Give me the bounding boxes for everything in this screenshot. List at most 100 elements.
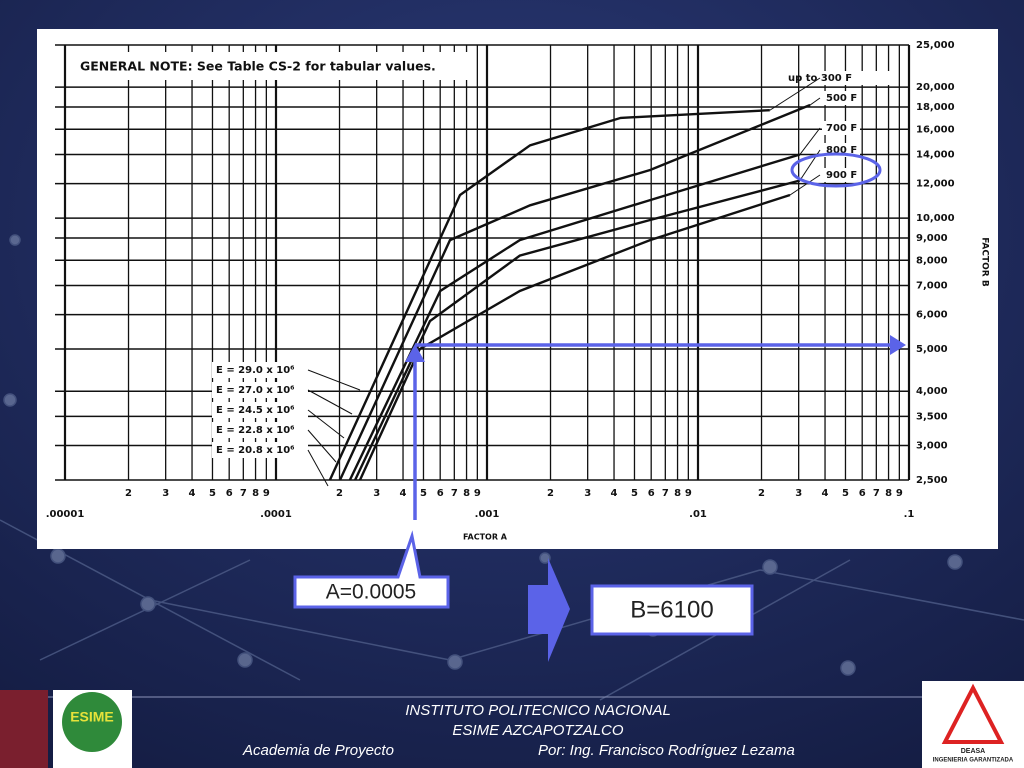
block-arrow bbox=[528, 558, 570, 662]
note-box bbox=[76, 52, 470, 80]
x-tick-label: 3 bbox=[162, 488, 169, 499]
leader bbox=[799, 127, 821, 155]
callout-box bbox=[293, 530, 450, 609]
note: GENERAL NOTE: See Table CS-2 for tabular… bbox=[80, 59, 436, 74]
curve bbox=[358, 193, 791, 481]
x-tick-label: 5 bbox=[209, 488, 216, 499]
y-tick-label: 2,500 bbox=[916, 475, 948, 486]
deasa-logo bbox=[922, 681, 1024, 768]
x-tick-label: 3 bbox=[795, 488, 802, 499]
legend-label: 500 F bbox=[826, 93, 857, 104]
annotation-bg bbox=[212, 362, 308, 378]
footer-left: Academia de Proyecto bbox=[242, 742, 394, 759]
x-tick-label: 2 bbox=[125, 488, 132, 499]
annotation-leader bbox=[307, 409, 345, 439]
x-tick-label: 9 bbox=[685, 488, 692, 499]
x-tick-label: 7 bbox=[451, 488, 458, 499]
leader bbox=[809, 97, 821, 106]
deasa-mark bbox=[941, 683, 1005, 744]
curve bbox=[328, 109, 770, 481]
x-tick-label: 9 bbox=[474, 488, 481, 499]
y-tick-label: 9,000 bbox=[916, 233, 948, 244]
legend-label: up to 300 F bbox=[788, 73, 852, 84]
y-tick-label: 4,000 bbox=[916, 386, 948, 397]
footer-line2: ESIME AZCAPOTZALCO bbox=[452, 722, 623, 739]
y-tick-label: 5,000 bbox=[916, 344, 948, 355]
x-tick-label: 3 bbox=[584, 488, 591, 499]
legend-label: 700 F bbox=[826, 123, 857, 134]
annotation-bg bbox=[212, 442, 308, 458]
annotation-leader bbox=[307, 429, 337, 463]
leader bbox=[769, 77, 821, 111]
x-tick-label: 8 bbox=[674, 488, 681, 499]
annotation-leader bbox=[307, 369, 361, 391]
x-tick-label: .1 bbox=[904, 509, 915, 520]
annotation-bg bbox=[212, 382, 308, 398]
x-tick-label: 5 bbox=[842, 488, 849, 499]
y-tick-label: 3,000 bbox=[916, 441, 948, 452]
legend-label: 900 F bbox=[826, 170, 857, 181]
legend-label: 800 F bbox=[826, 145, 857, 156]
y-tick-label: 7,000 bbox=[916, 280, 948, 291]
x-tick-label: 4 bbox=[611, 488, 618, 499]
x-tick-label: .0001 bbox=[260, 509, 292, 520]
deasa-name: DEASA bbox=[961, 748, 986, 755]
annotation-bg bbox=[212, 402, 308, 418]
annotation: E = 22.8 x 10⁶ bbox=[216, 425, 295, 436]
x-tick-label: 9 bbox=[896, 488, 903, 499]
y-tick-label: 20,000 bbox=[916, 82, 955, 93]
reading-arrows bbox=[405, 152, 906, 520]
x-tick-label: 3 bbox=[373, 488, 380, 499]
curve bbox=[338, 103, 811, 481]
x-tick-label: 7 bbox=[240, 488, 247, 499]
x-tick-label: 8 bbox=[885, 488, 892, 499]
result-text: B=6100 bbox=[630, 596, 713, 623]
x-tick-label: 2 bbox=[547, 488, 554, 499]
y-tick-label: 14,000 bbox=[916, 150, 955, 161]
y-tick-label: 18,000 bbox=[916, 102, 955, 113]
x-tick-label: 2 bbox=[758, 488, 765, 499]
annotation: E = 29.0 x 10⁶ bbox=[216, 365, 295, 376]
x-tick-label: 4 bbox=[189, 488, 196, 499]
x-tick-label: 4 bbox=[822, 488, 829, 499]
esime-logo-text: ESIME bbox=[70, 709, 114, 725]
annotation: E = 24.5 x 10⁶ bbox=[216, 405, 295, 416]
y-tick-label: 12,000 bbox=[916, 179, 955, 190]
x-tick-label: 6 bbox=[648, 488, 655, 499]
x-tick-label: 5 bbox=[420, 488, 427, 499]
callout-a: A=0.0005 bbox=[293, 530, 450, 609]
label-bg bbox=[822, 71, 892, 85]
label-bg bbox=[822, 91, 860, 105]
x-tick-label: .01 bbox=[689, 509, 707, 520]
label-bg bbox=[822, 168, 860, 182]
label-bg bbox=[822, 121, 860, 135]
result-box bbox=[590, 584, 754, 636]
y-tick-label: 25,000 bbox=[916, 40, 955, 51]
y-tick-label: 8,000 bbox=[916, 255, 948, 266]
y-tick-label: 6,000 bbox=[916, 310, 948, 321]
y-axis-label: FACTOR B bbox=[980, 237, 990, 287]
deasa-tagline: INGENIERIA GARANTIZADA bbox=[933, 758, 1014, 764]
annotation: E = 20.8 x 10⁶ bbox=[216, 445, 295, 456]
x-tick-label: 7 bbox=[662, 488, 669, 499]
curve bbox=[354, 179, 801, 481]
y-tick-label: 10,000 bbox=[916, 213, 955, 224]
x-axis-label: FACTOR A bbox=[463, 533, 508, 542]
x-tick-label: .001 bbox=[475, 509, 500, 520]
x-tick-label: 8 bbox=[252, 488, 259, 499]
ipn-logo bbox=[0, 690, 48, 768]
x-tick-label: 6 bbox=[226, 488, 233, 499]
callout-text: A=0.0005 bbox=[326, 581, 417, 604]
leader bbox=[789, 174, 821, 196]
annotation-leader bbox=[307, 389, 353, 415]
annotation: E = 27.0 x 10⁶ bbox=[216, 385, 295, 396]
footer-right: Por: Ing. Francisco Rodríguez Lezama bbox=[538, 742, 795, 759]
annotation-bg bbox=[212, 422, 308, 438]
x-tick-label: 8 bbox=[463, 488, 470, 499]
x-tick-label: .00001 bbox=[46, 509, 85, 520]
x-tick-label: 7 bbox=[873, 488, 880, 499]
chart-background bbox=[37, 29, 998, 549]
x-tick-label: 4 bbox=[400, 488, 407, 499]
